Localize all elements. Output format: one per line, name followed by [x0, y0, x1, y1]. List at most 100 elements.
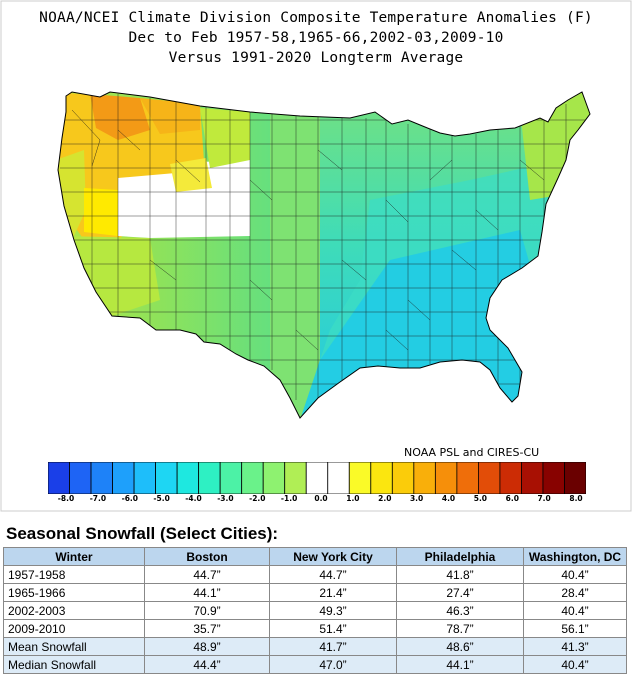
color-scale-swatch	[434, 462, 458, 494]
cell-philadelphia: 27.4”	[396, 583, 524, 602]
color-scale-bar	[48, 462, 586, 494]
color-scale-swatch	[112, 462, 135, 494]
idaho-yellow-fill	[170, 158, 212, 192]
color-scale-swatch	[262, 462, 286, 494]
table-row: 2002-2003 70.9” 49.3” 46.3” 40.4”	[3, 601, 627, 620]
color-scale-tick-label: -7.0	[89, 494, 107, 503]
color-scale-swatch	[477, 462, 501, 494]
color-scale-swatch	[391, 462, 415, 494]
summary-row-mean: Mean Snowfall 48.9” 41.7” 48.6” 41.3”	[3, 637, 627, 656]
cell-washington-dc: 40.4”	[523, 601, 627, 620]
color-scale-tick-label: -3.0	[217, 494, 234, 503]
yellow-oregon-fill	[84, 188, 118, 236]
color-scale-swatch	[564, 462, 586, 494]
color-scale-swatch	[499, 462, 522, 494]
color-scale-swatch	[90, 462, 113, 494]
cell-philadelphia: 41.8”	[396, 565, 524, 584]
us-outline	[57, 91, 591, 419]
color-scale-swatch	[521, 462, 544, 494]
color-scale-swatch	[48, 462, 70, 494]
color-scale-swatch	[133, 462, 157, 494]
color-scale-swatch	[348, 462, 372, 494]
cell-new-york-city: 51.4”	[269, 619, 397, 638]
color-scale-tick-label: 5.0	[473, 494, 488, 503]
color-scale-swatch	[241, 462, 264, 494]
row-label: 1965-1966	[3, 583, 145, 602]
row-label: 2002-2003	[3, 601, 145, 620]
color-scale-tick-label: -2.0	[249, 494, 266, 503]
cell-boston: 48.9”	[144, 637, 270, 656]
color-scale-tick-label: 0.0	[314, 494, 328, 503]
color-scale-swatch	[327, 462, 350, 494]
color-scale-tick-label: -4.0	[185, 494, 202, 503]
california-fill	[60, 236, 160, 316]
cell-boston: 44.7”	[144, 565, 270, 584]
cell-new-york-city: 47.0”	[269, 655, 397, 674]
color-scale-swatch	[219, 462, 243, 494]
header-winter: Winter	[3, 547, 145, 566]
cell-boston: 70.9”	[144, 601, 270, 620]
anomaly-map-panel: NOAA/NCEI Climate Division Composite Tem…	[0, 0, 632, 512]
color-scale-tick-label: 8.0	[569, 494, 583, 503]
color-scale-swatch	[176, 462, 200, 494]
color-scale-tick-label: 1.0	[346, 494, 360, 503]
cell-philadelphia: 44.1”	[396, 655, 524, 674]
summary-row-median: Median Snowfall 44.4” 47.0” 44.1” 40.4”	[3, 655, 627, 674]
color-scale-tick-label: -8.0	[57, 494, 75, 503]
cell-washington-dc: 56.1”	[523, 619, 627, 638]
color-scale-tick-label: 4.0	[441, 494, 456, 503]
cell-boston: 35.7”	[144, 619, 270, 638]
cell-philadelphia: 78.7”	[396, 619, 524, 638]
color-scale-swatch	[370, 462, 393, 494]
color-scale-swatch	[69, 462, 92, 494]
color-scale-tick-label: -5.0	[153, 494, 170, 503]
cell-philadelphia: 48.6”	[396, 637, 524, 656]
row-label: Median Snowfall	[3, 655, 145, 674]
color-scale-swatch	[284, 462, 307, 494]
map-credit: NOAA PSL and CIRES-CU	[404, 446, 540, 459]
color-scale-tick-label: -1.0	[280, 494, 298, 503]
cell-new-york-city: 44.7”	[269, 565, 397, 584]
color-scale-swatch	[305, 462, 329, 494]
header-washington-dc: Washington, DC	[523, 547, 627, 566]
color-scale-tick-label: 7.0	[537, 494, 551, 503]
color-scale-swatch	[542, 462, 565, 494]
table-row: 1957-1958 44.7” 44.7” 41.8” 40.4”	[3, 565, 627, 584]
cell-washington-dc: 40.4”	[523, 655, 627, 674]
color-scale-tick-label: 6.0	[505, 494, 519, 503]
color-scale-swatch	[198, 462, 221, 494]
snowfall-section-title: Seasonal Snowfall (Select Cities):	[6, 524, 279, 543]
color-scale-tick-label: -6.0	[121, 494, 138, 503]
map-title-line-2: Dec to Feb 1957-58,1965-66,2002-03,2009-…	[128, 30, 504, 46]
cell-philadelphia: 46.3”	[396, 601, 524, 620]
table-header-row: Winter Boston New York City Philadelphia…	[3, 547, 627, 566]
header-philadelphia: Philadelphia	[396, 547, 524, 566]
pnw-orange-fill	[90, 94, 150, 140]
header-boston: Boston	[144, 547, 270, 566]
color-scale-tick-labels: -8.0 -7.0 -6.0 -5.0 -4.0 -3.0 -2.0 -1.0 0.0 1.0 2.…	[0, 494, 632, 508]
header-new-york-city: New York City	[269, 547, 397, 566]
cell-washington-dc: 40.4”	[523, 565, 627, 584]
cell-boston: 44.4”	[144, 655, 270, 674]
color-scale-tick-label: 2.0	[378, 494, 392, 503]
cell-boston: 44.1”	[144, 583, 270, 602]
cell-new-york-city: 21.4”	[269, 583, 397, 602]
pnw-east-fill	[140, 98, 200, 134]
cell-washington-dc: 28.4”	[523, 583, 627, 602]
row-label: 2009-2010	[3, 619, 145, 638]
division-boundaries	[60, 94, 590, 400]
snowfall-table: Winter Boston New York City Philadelphia…	[3, 547, 627, 674]
us-anomaly-map	[0, 0, 632, 512]
map-title-line-3: Versus 1991-2020 Longterm Average	[168, 50, 464, 66]
color-scale-tick-label: 3.0	[409, 494, 424, 503]
color-scale-swatch	[456, 462, 479, 494]
map-title-line-1: NOAA/NCEI Climate Division Composite Tem…	[39, 10, 593, 26]
table-row: 2009-2010 35.7” 51.4” 78.7” 56.1”	[3, 619, 627, 638]
cell-new-york-city: 49.3”	[269, 601, 397, 620]
table-row: 1965-1966 44.1” 21.4” 27.4” 28.4”	[3, 583, 627, 602]
cell-washington-dc: 41.3”	[523, 637, 627, 656]
row-label: 1957-1958	[3, 565, 145, 584]
color-scale-swatch	[413, 462, 436, 494]
neutral-wyoming-fill	[200, 160, 250, 196]
color-scale-swatch	[155, 462, 178, 494]
